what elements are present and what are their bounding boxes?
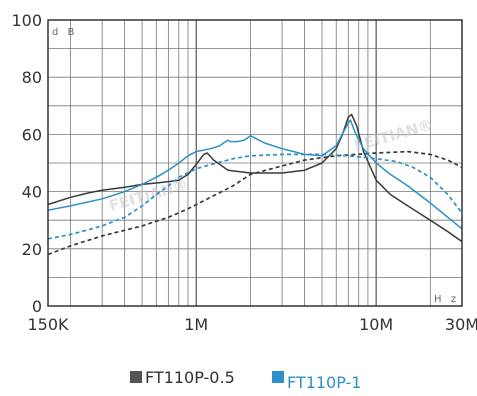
plot-border: [47, 19, 463, 307]
y-tick-label: 80: [22, 68, 42, 87]
legend-label-ft110p-1: FT110P-1: [287, 373, 361, 392]
x-tick-label: 150K: [27, 315, 69, 334]
x-unit-label: H z: [434, 294, 459, 305]
y-unit-label: d B: [52, 27, 77, 38]
legend-label-ft110p-0-5: FT110P-0.5: [145, 368, 235, 387]
series-1-dashed-line: [47, 150, 463, 256]
legend: FT110P-0.5 FT110P-1: [130, 368, 361, 392]
y-tick-label: 20: [22, 240, 42, 259]
y-tick-label: 0: [32, 297, 42, 316]
plot-frame: [47, 19, 463, 307]
x-tick-label: 1M: [184, 315, 208, 334]
x-tick-labels: 150K 1M 10M 30M: [27, 315, 477, 334]
x-tick-label: 30M: [445, 315, 477, 334]
legend-swatch-ft110p-0-5: [130, 371, 142, 383]
y-tick-label: 40: [22, 183, 42, 202]
x-tick-label: 10M: [359, 315, 393, 334]
y-tick-labels: 0 20 40 60 80 100: [11, 11, 42, 316]
series-layer: [47, 113, 463, 256]
series-3-dashed-line: [47, 153, 463, 240]
y-tick-label: 60: [22, 125, 42, 144]
legend-swatch-ft110p-1: [272, 371, 284, 383]
y-tick-label: 100: [11, 11, 42, 30]
